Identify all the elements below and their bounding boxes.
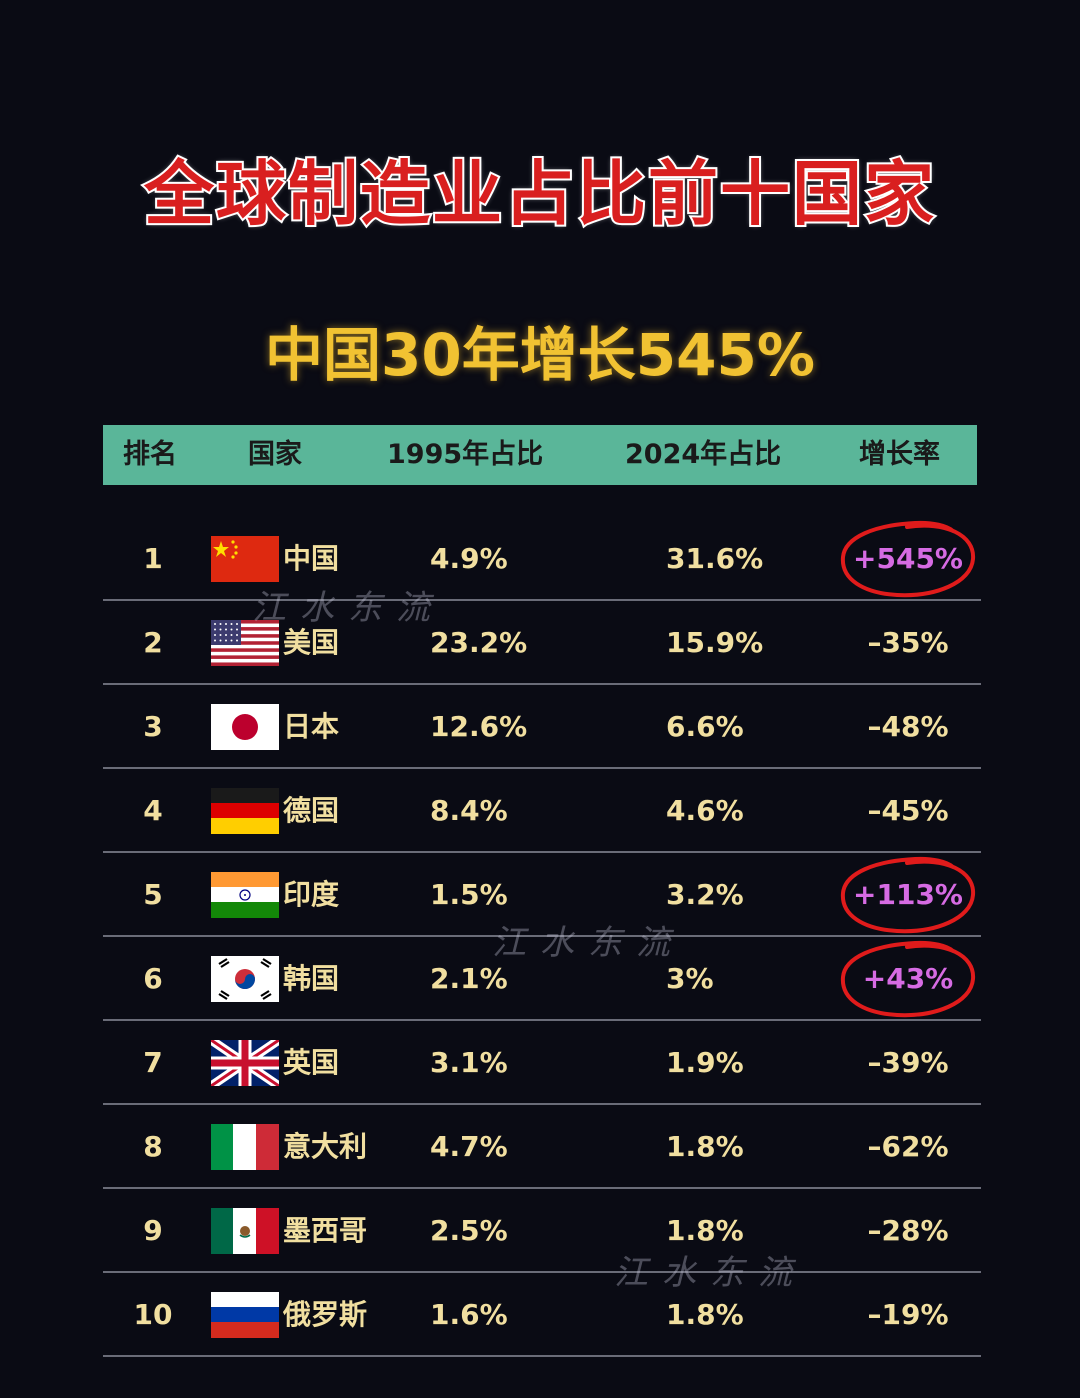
row-divider (103, 935, 981, 937)
growth-rate-cell: –48% (867, 710, 949, 743)
row-divider (103, 767, 981, 769)
growth-rate-cell: –28% (867, 1214, 949, 1247)
growth-rate-cell: +43% (862, 962, 954, 995)
china-flag-icon (211, 536, 279, 582)
country-cell: 俄罗斯 (283, 1298, 368, 1331)
rank-cell: 1 (143, 542, 163, 575)
row-divider (103, 1103, 981, 1105)
uk-flag-icon (211, 1040, 279, 1086)
rank-cell: 2 (143, 626, 163, 659)
share-1995-cell: 3.1% (430, 1046, 508, 1079)
rank-cell: 10 (133, 1298, 173, 1331)
share-1995-cell: 2.5% (430, 1214, 508, 1247)
share-1995-cell: 4.9% (430, 542, 508, 575)
table-header: 排名 国家 1995年占比 2024年占比 增长率 (103, 425, 977, 485)
table-row: 3 日本 12.6% 6.6% –48% (103, 685, 981, 769)
column-header-2024: 2024年占比 (625, 439, 782, 470)
country-cell: 德国 (283, 794, 340, 827)
rank-cell: 4 (143, 794, 163, 827)
table-row: 4 德国 8.4% 4.6% –45% (103, 769, 981, 853)
country-cell: 韩国 (283, 962, 340, 995)
share-1995-cell: 2.1% (430, 962, 508, 995)
rank-cell: 6 (143, 962, 163, 995)
watermark-text: 江水东流 (614, 1253, 806, 1293)
row-divider (103, 851, 981, 853)
share-2024-cell: 3% (666, 962, 714, 995)
watermark-text: 江水东流 (252, 588, 444, 628)
country-cell: 中国 (283, 542, 340, 575)
country-cell: 意大利 (283, 1130, 368, 1163)
table-row: 7 英国 3.1% 1.9% –39% (103, 1021, 981, 1105)
table-row: 2 美国 23.2% 15.9% –35% (103, 601, 981, 685)
share-1995-cell: 4.7% (430, 1130, 508, 1163)
share-1995-cell: 12.6% (430, 710, 528, 743)
table-row: 1 中国 4.9% 31.6% +545% (103, 517, 981, 601)
country-cell: 墨西哥 (283, 1214, 368, 1247)
share-2024-cell: 3.2% (666, 878, 744, 911)
chart-subtitle: 中国30年增长545% (265, 321, 815, 389)
row-divider (103, 1019, 981, 1021)
share-1995-cell: 8.4% (430, 794, 508, 827)
table-body: 1 中国 4.9% 31.6% +545% 2 美国 23.2% 15.9% –35% 3 日本 12.… (103, 517, 981, 1357)
country-cell: 印度 (283, 878, 340, 911)
share-1995-cell: 23.2% (430, 626, 528, 659)
share-2024-cell: 1.8% (666, 1214, 744, 1247)
rank-cell: 7 (143, 1046, 163, 1079)
row-divider (103, 683, 981, 685)
mexico-flag-icon (211, 1208, 279, 1254)
share-2024-cell: 15.9% (666, 626, 764, 659)
table-row: 9 墨西哥 2.5% 1.8% –28% (103, 1189, 981, 1273)
growth-rate-cell: –45% (867, 794, 949, 827)
rank-cell: 9 (143, 1214, 163, 1247)
share-2024-cell: 1.8% (666, 1298, 744, 1331)
country-cell: 日本 (283, 710, 340, 743)
growth-rate-cell: +113% (853, 878, 963, 911)
row-divider (103, 1271, 981, 1273)
growth-rate-cell: –39% (867, 1046, 949, 1079)
table-row: 10 俄罗斯 1.6% 1.8% –19% (103, 1273, 981, 1357)
growth-rate-cell: +545% (853, 542, 963, 575)
row-divider (103, 599, 981, 601)
russia-flag-icon (211, 1292, 279, 1338)
rank-cell: 8 (143, 1130, 163, 1163)
share-1995-cell: 1.6% (430, 1298, 508, 1331)
share-2024-cell: 1.8% (666, 1130, 744, 1163)
share-2024-cell: 31.6% (666, 542, 764, 575)
korea-flag-icon (211, 956, 279, 1002)
india-flag-icon (211, 872, 279, 918)
rank-cell: 5 (143, 878, 163, 911)
country-cell: 美国 (283, 626, 340, 659)
usa-flag-icon (211, 620, 279, 666)
japan-flag-icon (211, 704, 279, 750)
growth-rate-cell: –35% (867, 626, 949, 659)
share-2024-cell: 6.6% (666, 710, 744, 743)
italy-flag-icon (211, 1124, 279, 1170)
share-2024-cell: 4.6% (666, 794, 744, 827)
row-divider (103, 1355, 981, 1357)
share-2024-cell: 1.9% (666, 1046, 744, 1079)
growth-rate-cell: –19% (867, 1298, 949, 1331)
watermark-text: 江水东流 (492, 923, 684, 963)
table-row: 8 意大利 4.7% 1.8% –62% (103, 1105, 981, 1189)
country-cell: 英国 (283, 1046, 340, 1079)
column-header-1995: 1995年占比 (387, 439, 544, 470)
rank-cell: 3 (143, 710, 163, 743)
column-header-growth: 增长率 (859, 439, 940, 470)
share-1995-cell: 1.5% (430, 878, 508, 911)
column-header-rank: 排名 (123, 439, 177, 470)
chart-title: 全球制造业占比前十国家 (142, 151, 936, 237)
germany-flag-icon (211, 788, 279, 834)
row-divider (103, 1187, 981, 1189)
column-header-country: 国家 (248, 439, 302, 470)
growth-rate-cell: –62% (867, 1130, 949, 1163)
